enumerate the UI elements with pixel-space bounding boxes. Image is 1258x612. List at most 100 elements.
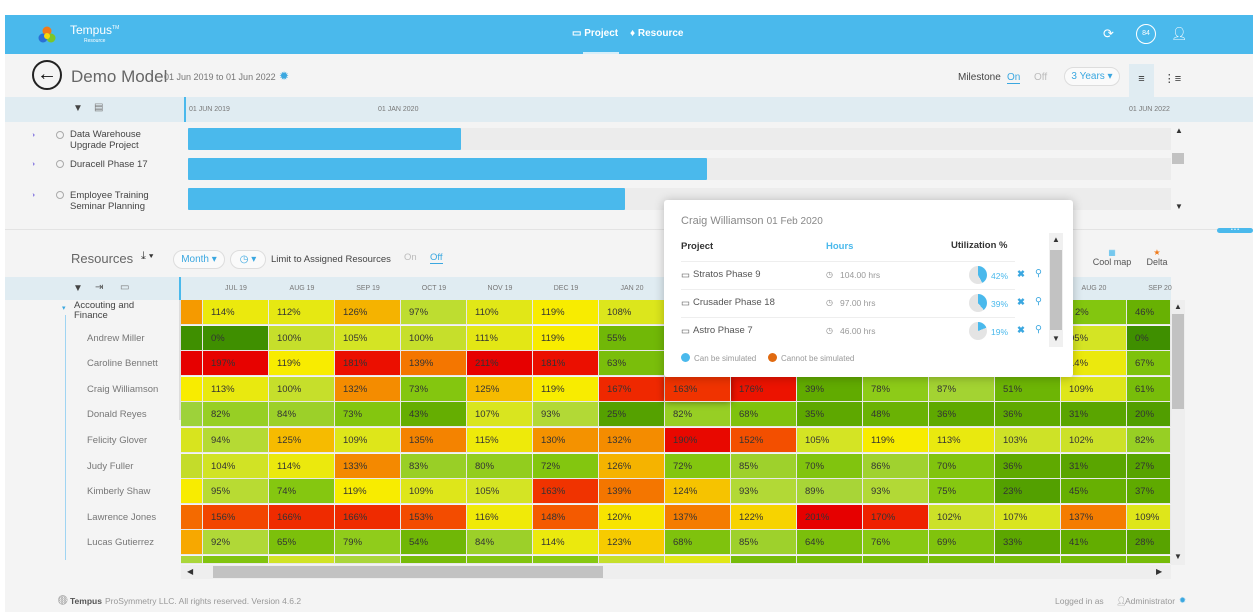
heatmap-cell[interactable] [731,556,797,564]
heatmap-cell[interactable]: 109% [1127,504,1171,530]
heatmap-cell[interactable]: 156% [203,504,269,530]
heatmap-cell[interactable]: 139% [599,479,665,505]
filter-icon[interactable]: ▼ [73,103,83,114]
popup-scrollbar[interactable] [1050,250,1062,330]
heatmap-cell[interactable]: 82% [1127,428,1171,453]
heatmap-cell[interactable]: 73% [401,376,467,402]
heatmap-cell[interactable] [599,556,665,564]
gantt-bar[interactable] [188,128,461,150]
heatmap-horizontal-scrollbar[interactable] [213,566,603,578]
heatmap-cell[interactable]: 126% [335,300,401,325]
heatmap-cell[interactable]: 119% [533,300,599,325]
heatmap-cell[interactable] [863,556,929,564]
resource-name[interactable]: Kimberly Shaw [87,486,151,498]
heatmap-cell[interactable]: 76% [863,530,929,556]
locate-pin-icon[interactable]: ⚲ [1035,296,1042,307]
heatmap-cell[interactable]: 41% [1061,530,1127,556]
heatmap-cell[interactable] [181,402,203,428]
heatmap-cell[interactable]: 102% [1061,428,1127,453]
heatmap-cell[interactable]: 139% [401,351,467,377]
heatmap-cell[interactable]: 197% [203,351,269,377]
heatmap-cell[interactable]: 137% [665,504,731,530]
heatmap-cell[interactable] [181,556,203,564]
heatmap-cell[interactable]: 92% [203,530,269,556]
nav-resource[interactable]: ♦ Resource [630,28,683,39]
download-icon[interactable]: ⤓ ▾ [141,250,154,262]
heatmap-cell[interactable] [181,453,203,479]
folder-icon[interactable]: ▭ [120,282,130,293]
heatmap-cell[interactable] [995,556,1061,564]
project-select-radio[interactable] [56,160,64,168]
back-button[interactable]: ← [32,60,62,90]
heatmap-cell[interactable] [797,556,863,564]
resource-name[interactable]: Lucas Gutierrez [87,537,155,549]
heatmap-cell[interactable]: 153% [401,504,467,530]
heatmap-cell[interactable] [181,325,203,351]
heatmap-cell[interactable]: 137% [1061,504,1127,530]
heatmap-cell[interactable]: 25% [599,402,665,428]
heatmap-cell[interactable]: 36% [995,402,1061,428]
heatmap-cell[interactable] [181,428,203,453]
resource-name[interactable]: Felicity Glover [87,435,148,446]
view-coolmap-tab[interactable]: ▦ Cool map [1091,248,1133,267]
heatmap-cell[interactable]: 126% [599,453,665,479]
heatmap-cell[interactable]: 82% [203,402,269,428]
heatmap-cell[interactable]: 132% [335,376,401,402]
heatmap-cell[interactable]: 31% [1061,453,1127,479]
milestone-off-toggle[interactable]: Off [1034,72,1048,83]
nav-project[interactable]: ▭ Project [572,28,618,39]
heatmap-cell[interactable]: 163% [533,479,599,505]
heatmap-cell[interactable]: 48% [863,402,929,428]
scroll-left-arrow[interactable]: ◀ [187,567,194,576]
resource-group-name[interactable]: ▾ Accouting and Finance [62,301,147,321]
heatmap-cell[interactable] [533,556,599,564]
view-delta-tab[interactable]: ★ Delta [1143,248,1171,267]
heatmap-cell[interactable]: 78% [863,376,929,402]
heatmap-cell[interactable]: 93% [863,479,929,505]
user-icon[interactable]: 👤︎ [1171,26,1188,41]
layout-icon[interactable]: ▤ [94,102,104,113]
heatmap-cell[interactable]: 190% [665,428,731,453]
heatmap-cell[interactable]: 72% [665,453,731,479]
heatmap-cell[interactable]: 123% [599,530,665,556]
heatmap-cell[interactable]: 109% [1061,376,1127,402]
heatmap-cell[interactable]: 23% [995,479,1061,505]
heatmap-cell[interactable]: 95% [203,479,269,505]
period-dropdown[interactable]: 3 Years ▾ [1064,67,1120,86]
heatmap-cell[interactable]: 119% [269,351,335,377]
heatmap-cell[interactable]: 109% [335,428,401,453]
heatmap-cell[interactable]: 0% [203,325,269,351]
heatmap-cell[interactable] [181,351,203,377]
heatmap-cell[interactable]: 132% [599,428,665,453]
heatmap-cell[interactable]: 107% [467,402,533,428]
heatmap-cell[interactable]: 119% [533,376,599,402]
heatmap-cell[interactable]: 100% [269,325,335,351]
resource-name[interactable]: Lawrence Jones [87,511,157,523]
heatmap-cell[interactable]: 79% [335,530,401,556]
heatmap-cell[interactable]: 119% [533,325,599,351]
heatmap-cell[interactable]: 46% [1127,300,1171,325]
remove-icon[interactable]: ✖ [1017,269,1025,280]
limit-on-toggle[interactable]: On [404,252,417,263]
time-dropdown[interactable]: ◷ ▾ [230,250,266,269]
resource-name[interactable]: Judy Fuller [87,460,134,472]
heatmap-cell[interactable]: 109% [401,479,467,505]
heatmap-cell[interactable]: 73% [335,402,401,428]
heatmap-cell[interactable]: 36% [995,453,1061,479]
heatmap-cell[interactable]: 111% [467,325,533,351]
scroll-right-arrow[interactable]: ▶ [1156,567,1163,576]
heatmap-cell[interactable]: 0% [1127,325,1171,351]
gantt-bar[interactable] [188,158,707,180]
heatmap-vertical-scrollbar-track[interactable]: ▲ ▼ [1171,300,1185,565]
heatmap-cell[interactable] [335,556,401,564]
heatmap-cell[interactable]: 167% [599,376,665,402]
heatmap-cell[interactable]: 133% [335,453,401,479]
resize-handle[interactable]: • • • [1217,228,1253,233]
heatmap-cell[interactable] [401,556,467,564]
heatmap-cell[interactable] [665,556,731,564]
heatmap-cell[interactable]: 69% [929,530,995,556]
heatmap-cell[interactable]: 114% [533,530,599,556]
heatmap-cell[interactable]: 28% [1127,530,1171,556]
heatmap-cell[interactable]: 27% [1127,453,1171,479]
heatmap-cell[interactable]: 104% [203,453,269,479]
